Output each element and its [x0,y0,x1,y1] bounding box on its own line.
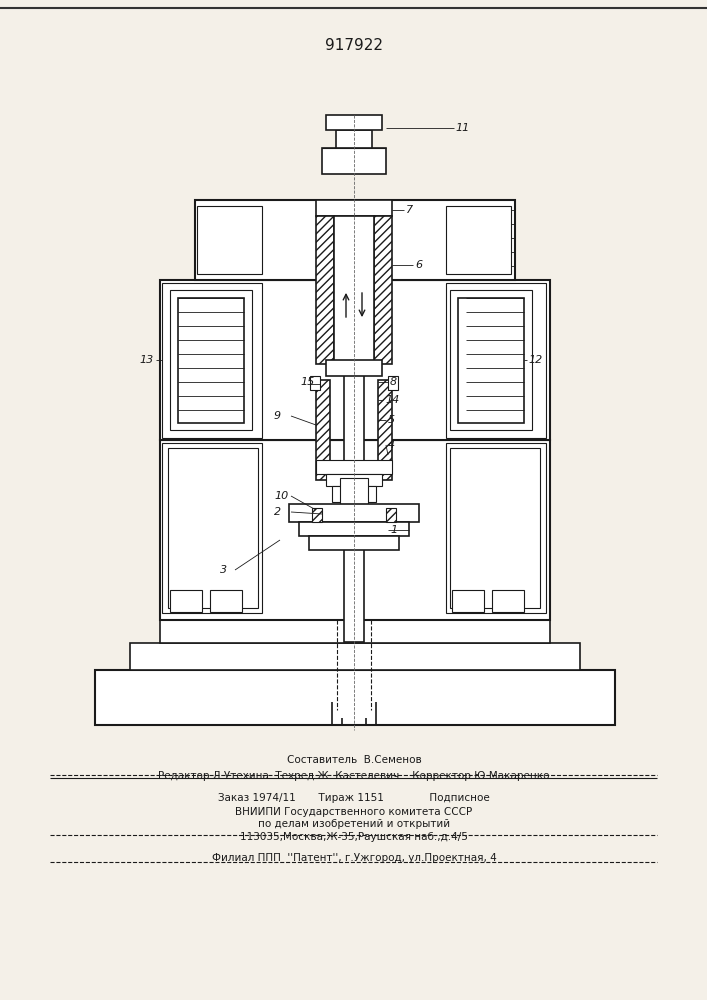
Bar [458,298,524,423]
Bar [388,446,402,460]
Text: 11: 11 [455,123,469,133]
Text: 917922: 917922 [325,37,383,52]
Bar [386,508,396,522]
Text: 15: 15 [300,377,314,387]
Bar [316,380,330,480]
Bar [289,504,419,522]
Text: 7: 7 [406,205,413,215]
Bar [160,620,550,643]
Bar [388,376,398,390]
Text: Заказ 1974/11       Тираж 1151              Подписное: Заказ 1974/11 Тираж 1151 Подписное [218,793,490,803]
Bar [178,298,244,423]
Bar [326,474,382,486]
Bar [452,590,484,612]
Bar [446,443,546,613]
Text: 113035,Москва,Ж-35,Раушская наб.,д.4/5: 113035,Москва,Ж-35,Раушская наб.,д.4/5 [240,832,468,842]
Bar [312,508,322,522]
Bar [162,443,262,613]
Bar [446,283,546,438]
Bar [378,380,392,480]
Text: Филиал ППП  ''Патент'', г.Ужгород, ул.Проектная, 4: Филиал ППП ''Патент'', г.Ужгород, ул.Про… [211,853,496,863]
Text: 13: 13 [140,355,154,365]
Text: Редактор Л.Утехина  Техред Ж. Кастелевич    Корректор Ю.Макаренко: Редактор Л.Утехина Техред Ж. Кастелевич … [158,771,550,781]
Bar [316,200,392,216]
Bar [130,643,580,670]
Text: ВНИИПИ Государственного комитета СССР: ВНИИПИ Государственного комитета СССР [235,807,472,817]
Bar [170,290,252,430]
Bar [450,290,532,430]
Text: 9: 9 [274,411,281,421]
Text: по делам изобретений и открытий: по делам изобретений и открытий [258,819,450,829]
Bar [340,478,368,504]
Text: 6: 6 [415,260,422,270]
Text: 8: 8 [390,377,397,387]
Bar [332,486,376,502]
Bar [334,216,374,364]
Bar [446,206,511,274]
Bar [388,466,402,480]
Bar [160,280,550,440]
Bar [336,130,372,148]
Bar [326,115,382,130]
Text: 1: 1 [390,525,397,535]
Bar [316,460,392,474]
Bar [170,590,202,612]
Text: 10: 10 [274,491,288,501]
Text: Составитель  В.Семенов: Составитель В.Семенов [286,755,421,765]
Bar [492,590,524,612]
Bar [374,216,392,364]
Text: 3: 3 [220,565,227,575]
Bar [95,670,615,725]
Bar [309,536,399,550]
Bar [210,590,242,612]
Bar [388,426,402,440]
Bar [195,200,515,280]
Bar [450,448,540,608]
Text: 5: 5 [388,415,395,425]
Text: 14: 14 [385,395,399,405]
Bar [322,148,386,174]
Bar [326,360,382,376]
Bar [197,206,262,274]
Bar [344,364,364,642]
Text: 12: 12 [528,355,542,365]
Bar [160,440,550,620]
Bar [299,522,409,536]
Bar [316,216,334,364]
Bar [168,448,258,608]
Bar [162,283,262,438]
Text: 4: 4 [388,440,395,450]
Text: 2: 2 [274,507,281,517]
Bar [310,376,320,390]
